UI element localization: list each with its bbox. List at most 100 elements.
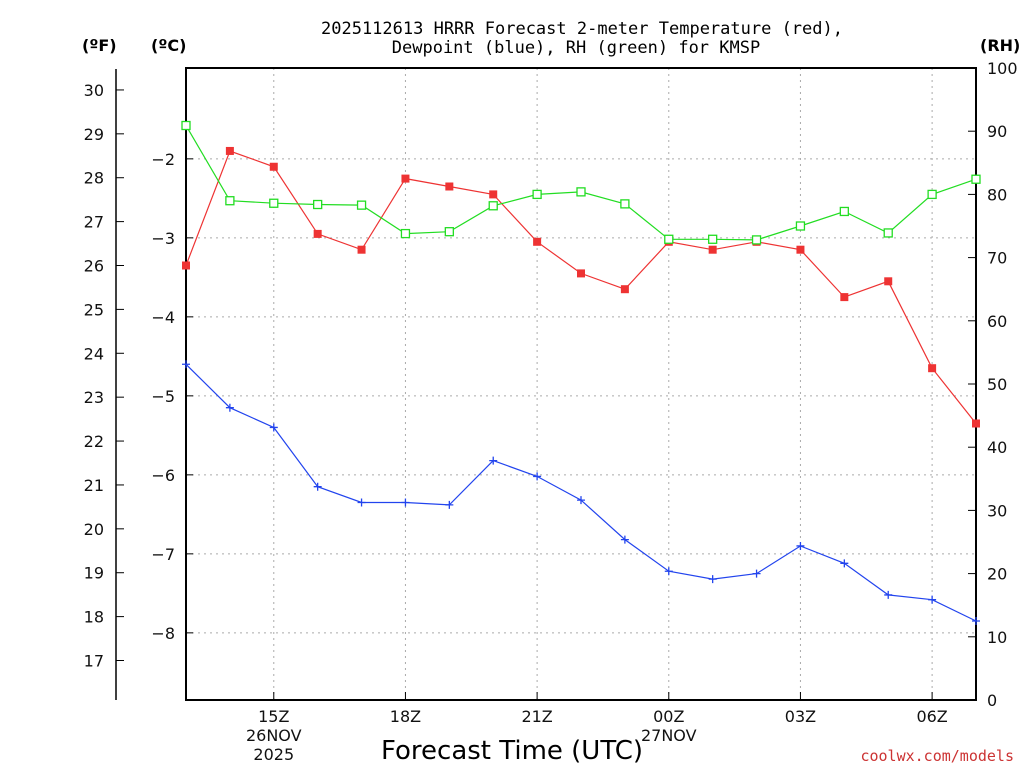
rh-tick-label: 100	[987, 59, 1018, 78]
plot-frame	[185, 67, 977, 701]
2-meter-temperature-point	[620, 285, 629, 294]
rh-tick-label: 60	[987, 312, 1007, 331]
rh-point	[839, 206, 849, 217]
celsius-tick-label: −2	[151, 150, 175, 169]
chart-title-line-1: 2025112613 HRRR Forecast 2-meter Tempera…	[321, 19, 843, 39]
chart-title-line-2: Dewpoint (blue), RH (green) for KMSP	[392, 38, 760, 58]
rh-point	[620, 199, 630, 209]
rh-point	[751, 235, 762, 245]
dewpoint-point	[928, 595, 937, 604]
2-meter-temperature-point	[313, 229, 322, 238]
fahrenheit-tick-label: 27	[84, 213, 104, 232]
rh-point	[313, 199, 323, 210]
fahrenheit-tick-label: 20	[84, 520, 104, 539]
rh-unit-label: (RH)	[980, 36, 1020, 55]
rh-point	[795, 221, 806, 231]
dewpoint-point	[489, 456, 498, 465]
fahrenheit-tick-label: 26	[84, 257, 104, 276]
celsius-tick-label: −6	[151, 466, 175, 485]
dewpoint-point	[533, 472, 542, 481]
rh-tick-label: 40	[987, 438, 1007, 457]
year-tick-label: 2025	[253, 745, 294, 764]
dewpoint-point	[664, 567, 673, 576]
2-meter-temperature-point	[708, 245, 717, 254]
rh-line	[185, 125, 977, 241]
x-axis-label: Forecast Time (UTC)	[381, 736, 643, 766]
rh-point	[488, 201, 498, 211]
dewpoint-line	[185, 363, 977, 622]
2-meter-temperature-point	[401, 174, 410, 183]
celsius-tick-label: −5	[151, 387, 175, 406]
fahrenheit-tick-label: 21	[84, 476, 104, 495]
fahrenheit-tick-label: 25	[84, 300, 104, 319]
2-meter-temperature-point	[489, 190, 498, 199]
date-tick-label: 27NOV	[641, 726, 697, 745]
rh-tick-label: 10	[987, 628, 1007, 647]
dewpoint-point	[752, 569, 761, 578]
fahrenheit-tick-label: 17	[84, 652, 104, 671]
dewpoint-point	[445, 500, 454, 509]
fahrenheit-unit-label: (ºF)	[82, 36, 117, 55]
dewpoint-point	[401, 498, 410, 507]
2-meter-temperature-point	[533, 237, 542, 246]
fahrenheit-tick-label: 18	[84, 608, 104, 627]
2-meter-temperature-point	[225, 146, 234, 155]
dewpoint-point	[840, 559, 849, 568]
fahrenheit-tick-label: 19	[84, 564, 104, 583]
2-meter-temperature-point	[182, 261, 190, 270]
rh-point	[269, 198, 279, 208]
time-tick-label: 03Z	[785, 707, 816, 726]
celsius-tick-label: −3	[151, 229, 175, 248]
rh-tick-label: 80	[987, 185, 1007, 204]
2-meter-temperature-point	[928, 364, 937, 373]
time-tick-label: 00Z	[653, 707, 684, 726]
celsius-tick-label: −8	[151, 624, 175, 643]
time-tick-label: 06Z	[916, 707, 947, 726]
fahrenheit-tick-label: 24	[84, 344, 104, 363]
2-meter-temperature-point	[972, 419, 980, 428]
fahrenheit-tick-label: 23	[84, 388, 104, 407]
2-meter-temperature-point	[884, 277, 893, 286]
dewpoint-point	[708, 575, 717, 584]
rh-tick-label: 20	[987, 565, 1007, 584]
fahrenheit-tick-label: 22	[84, 432, 104, 451]
time-tick-label: 15Z	[258, 707, 289, 726]
dewpoint-point	[577, 496, 585, 505]
dewpoint-point	[225, 403, 234, 412]
dewpoint-point	[620, 535, 629, 544]
rh-point	[883, 228, 893, 238]
watermark: coolwx.com/models	[860, 747, 1014, 765]
gridlines	[186, 68, 976, 700]
dewpoint-point	[182, 360, 190, 369]
2-meter-temperature-point	[796, 245, 805, 254]
dewpoint-point	[796, 541, 805, 550]
dewpoint-point	[972, 617, 980, 625]
2-meter-temperature-point	[269, 162, 278, 171]
2-meter-temperature-point	[577, 269, 585, 278]
rh-tick-label: 50	[987, 375, 1007, 394]
fahrenheit-tick-label: 29	[84, 125, 104, 144]
dewpoint-point	[313, 482, 322, 491]
2-meter-temperature-point	[357, 245, 366, 254]
rh-tick-label: 0	[987, 691, 997, 710]
dewpoint-point	[357, 498, 366, 507]
rh-point	[927, 189, 937, 200]
time-tick-label: 21Z	[521, 707, 552, 726]
celsius-tick-label: −7	[151, 545, 175, 564]
rh-point	[181, 120, 191, 131]
rh-point	[225, 196, 235, 206]
rh-point	[971, 174, 981, 184]
dewpoint-point	[884, 590, 893, 599]
rh-point	[356, 200, 367, 210]
rh-point	[400, 228, 411, 239]
rh-tick-label: 90	[987, 122, 1007, 141]
rh-point	[708, 234, 718, 244]
data-series	[181, 120, 981, 625]
fahrenheit-tick-label: 28	[84, 169, 104, 188]
time-tick-label: 18Z	[390, 707, 421, 726]
rh-point	[664, 234, 674, 244]
date-tick-label: 26NOV	[246, 726, 302, 745]
2-meter-temperature-point	[840, 293, 849, 302]
